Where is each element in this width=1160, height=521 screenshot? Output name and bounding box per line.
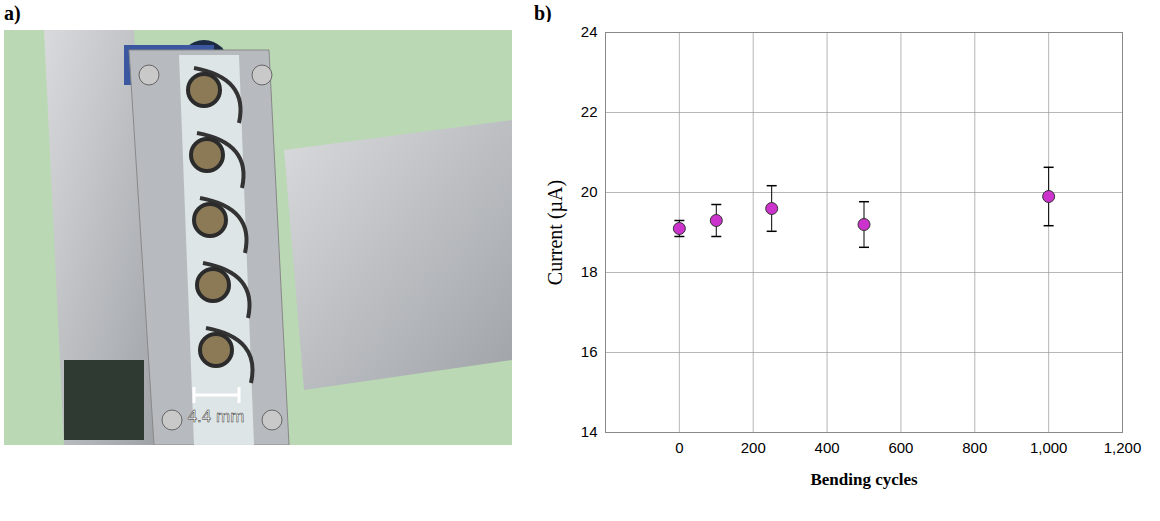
svg-text:1,200: 1,200 (1104, 439, 1142, 456)
svg-text:0: 0 (675, 439, 683, 456)
svg-text:24: 24 (581, 23, 598, 40)
html-text:b): b) (534, 2, 552, 24)
svg-text:14: 14 (581, 423, 598, 440)
svg-text:22: 22 (581, 103, 598, 120)
svg-text:4.4 mm: 4.4 mm (188, 407, 245, 426)
svg-text:Current (µA): Current (µA) (544, 180, 567, 285)
svg-text:800: 800 (962, 439, 987, 456)
html-text:a): a) (4, 2, 21, 24)
svg-text:600: 600 (888, 439, 913, 456)
svg-text:20: 20 (581, 183, 598, 200)
svg-text:18: 18 (581, 263, 598, 280)
svg-text:1,000: 1,000 (1030, 439, 1068, 456)
svg-text:Bending cycles: Bending cycles (810, 470, 918, 489)
svg-text:400: 400 (815, 439, 840, 456)
svg-text:200: 200 (741, 439, 766, 456)
svg-text:16: 16 (581, 343, 598, 360)
